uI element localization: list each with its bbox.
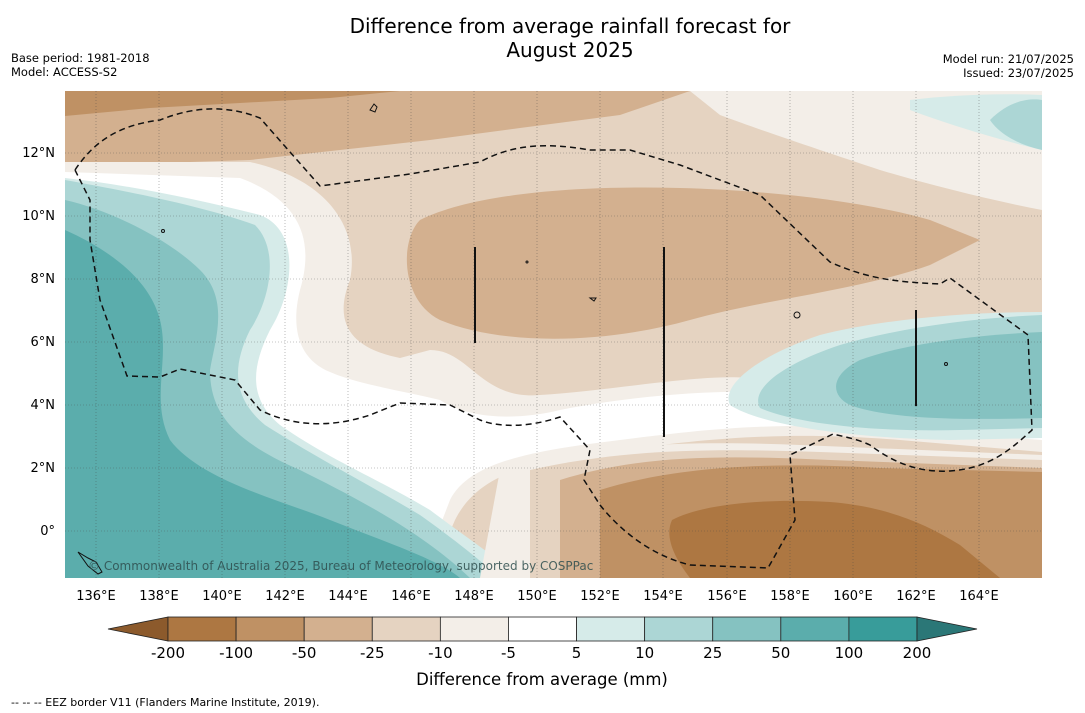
lat-label: 8°N — [31, 272, 56, 287]
meta-left: Base period: 1981-2018 Model: ACCESS-S2 — [11, 51, 150, 79]
colorbar-swatch — [371, 616, 441, 642]
lon-labels: 136°E 138°E 140°E 142°E 144°E 146°E 148°… — [76, 589, 999, 604]
islands — [77, 103, 948, 575]
ne-wet-25 — [990, 99, 1042, 150]
colorbar-tick-label: -50 — [292, 644, 317, 662]
title-line-2: August 2025 — [506, 38, 634, 62]
lon-label: 138°E — [139, 589, 179, 604]
colorbar-swatch — [508, 616, 577, 642]
lon-label: 152°E — [580, 589, 620, 604]
issued-text: Issued: 23/07/2025 — [963, 66, 1074, 80]
lon-label: 148°E — [454, 589, 494, 604]
colorbar-labels: -200 -100 -50 -25 -10 -5 5 10 25 50 100 200 — [151, 644, 931, 662]
central-dry-blob-50 — [406, 187, 980, 339]
gridlines — [65, 91, 1042, 578]
lat-label: 12°N — [22, 146, 55, 161]
colorbar-tick-label: -200 — [151, 644, 185, 662]
colorbar-tick-label: -25 — [360, 644, 385, 662]
lon-label: 164°E — [959, 589, 999, 604]
lon-label: 144°E — [328, 589, 368, 604]
model-run-text: Model run: 21/07/2025 — [942, 52, 1074, 66]
colorbar-over-arrow — [916, 616, 978, 642]
copyright-text: © Commonwealth of Australia 2025, Bureau… — [88, 559, 593, 573]
colorbar-under-arrow — [107, 616, 169, 642]
lat-label: 2°N — [31, 461, 56, 476]
colorbar-tick-label: -100 — [219, 644, 253, 662]
title-line-1: Difference from average rainfall forecas… — [349, 14, 791, 38]
model-text: Model: ACCESS-S2 — [11, 65, 118, 79]
island-chain-lines — [474, 247, 917, 437]
colorbar-title: Difference from average (mm) — [416, 670, 668, 689]
west-wet-100 — [65, 230, 460, 578]
lon-label: 154°E — [643, 589, 683, 604]
lon-label: 140°E — [202, 589, 242, 604]
colorbar-swatch — [780, 616, 850, 642]
north-dry-band-100 — [65, 91, 400, 116]
colorbar-swatch — [439, 616, 509, 642]
colorbar-tick-label: 200 — [903, 644, 932, 662]
lon-label: 156°E — [707, 589, 747, 604]
lat-label: 4°N — [31, 398, 56, 413]
colorbar-swatch — [235, 616, 305, 642]
meta-right: Model run: 21/07/2025 Issued: 23/07/2025 — [943, 52, 1074, 80]
south-dry-200 — [669, 500, 1000, 578]
colorbar-swatches — [167, 616, 918, 642]
eez-footnote: -- -- -- EEZ border V11 (Flanders Marine… — [11, 696, 320, 709]
colorbar-tick-label: 100 — [835, 644, 864, 662]
east-wet-50 — [836, 332, 1042, 419]
lat-label: 0° — [40, 524, 55, 539]
lon-label: 136°E — [76, 589, 116, 604]
colorbar-tick-label: -10 — [428, 644, 453, 662]
eez-border — [74, 108, 1033, 569]
colorbar-swatch — [167, 616, 237, 642]
colorbar-swatch — [644, 616, 714, 642]
base-period-text: Base period: 1981-2018 — [11, 51, 150, 65]
lon-label: 142°E — [265, 589, 305, 604]
lat-labels: 12°N 10°N 8°N 6°N 4°N 2°N 0° — [22, 146, 55, 539]
colorbar-tick-label: 25 — [703, 644, 722, 662]
lat-label: 6°N — [31, 335, 56, 350]
colorbar-tick-label: 50 — [771, 644, 790, 662]
lon-label: 160°E — [833, 589, 873, 604]
colorbar-swatch — [848, 616, 918, 642]
lon-label: 150°E — [517, 589, 557, 604]
colorbar-tick-label: 5 — [572, 644, 582, 662]
colorbar-swatch — [303, 616, 373, 642]
colorbar-swatch — [712, 616, 782, 642]
colorbar-swatch — [576, 616, 646, 642]
colorbar-tick-label: 10 — [635, 644, 654, 662]
lon-label: 162°E — [896, 589, 936, 604]
lon-label: 158°E — [770, 589, 810, 604]
colorbar-tick-label: -5 — [501, 644, 516, 662]
rainfall-field: © Commonwealth of Australia 2025, Bureau… — [65, 91, 1042, 578]
lat-label: 10°N — [22, 209, 55, 224]
lon-label: 146°E — [391, 589, 431, 604]
colorbar: -200 -100 -50 -25 -10 -5 5 10 25 50 100 200 Differe… — [107, 616, 978, 689]
chart-title: Difference from average rainfall forecas… — [270, 14, 870, 62]
